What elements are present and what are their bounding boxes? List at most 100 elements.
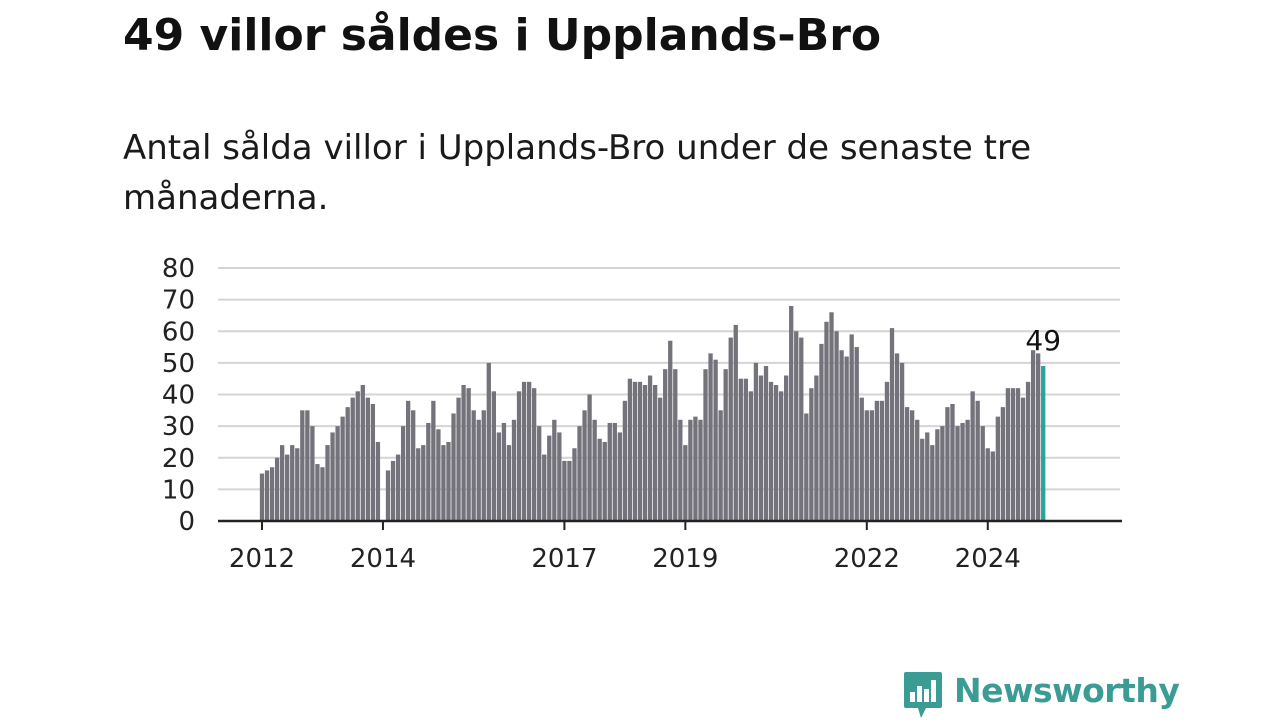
y-tick-label-70: 70: [162, 286, 195, 316]
bar: [441, 445, 446, 521]
bar: [290, 445, 295, 521]
bar: [456, 397, 461, 521]
bar: [683, 445, 688, 521]
x-tick-label-2022: 2022: [834, 544, 900, 574]
bar: [1005, 388, 1011, 521]
bar: [763, 366, 769, 521]
bar: [537, 426, 542, 522]
bar: [320, 467, 325, 521]
bar: [935, 429, 940, 521]
bar: [995, 416, 1000, 521]
bar: [925, 432, 930, 521]
bar: [819, 343, 824, 521]
bar: [723, 369, 728, 521]
bar: [1020, 397, 1026, 521]
bar: [274, 457, 280, 521]
brand-name: Newsworthy: [954, 671, 1180, 710]
bar: [572, 448, 577, 521]
bar: [1036, 353, 1041, 521]
bar: [269, 467, 275, 521]
bar: [451, 413, 456, 521]
bar: [854, 347, 859, 521]
bar: [652, 385, 658, 521]
x-axis-ticks: 2012 2014 2017 2019 2022 2024: [229, 521, 1021, 574]
bar: [839, 350, 844, 521]
bar: [501, 422, 507, 521]
y-tick-label-30: 30: [162, 412, 195, 442]
bar: [406, 400, 411, 521]
bar: [804, 413, 809, 521]
bar: [496, 432, 502, 521]
bar: [552, 419, 557, 521]
bar: [778, 391, 784, 521]
bar: [668, 340, 673, 521]
bar: [844, 356, 849, 521]
bar: [829, 312, 834, 521]
bar: [592, 419, 597, 521]
bar: [950, 403, 955, 521]
bar: [526, 381, 532, 521]
y-tick-label-10: 10: [162, 475, 195, 505]
bar: [421, 445, 426, 521]
bar: [567, 460, 572, 521]
bar: [824, 321, 829, 521]
bar: [920, 438, 925, 521]
bar: [930, 445, 935, 521]
bar: [637, 381, 643, 521]
bar: [713, 359, 718, 521]
bar: [784, 375, 789, 521]
bar: [1000, 407, 1006, 521]
bar: [960, 422, 965, 521]
bar: [904, 407, 910, 521]
bar: [481, 410, 486, 521]
y-tick-label-60: 60: [162, 317, 195, 347]
bar: [1015, 388, 1021, 521]
bar: [305, 410, 310, 521]
bar: [945, 407, 950, 521]
bar: [955, 426, 960, 522]
bar: [688, 419, 693, 521]
bar: [884, 381, 890, 521]
bar: [532, 388, 537, 521]
bar: [375, 441, 381, 521]
bar: [814, 375, 819, 521]
bar: [426, 422, 431, 521]
bar: [879, 400, 885, 521]
bar: [738, 378, 743, 521]
bar: [400, 426, 406, 522]
bar: [395, 454, 401, 521]
bar: [471, 410, 476, 521]
bar: [612, 422, 617, 521]
bar: [330, 432, 335, 521]
bar: [678, 419, 683, 521]
bar: [315, 464, 320, 521]
bar: [975, 400, 980, 521]
bar: [350, 397, 355, 521]
x-tick-label-2014: 2014: [350, 544, 416, 574]
bar: [416, 448, 421, 521]
bars: [259, 305, 1046, 522]
bar: [370, 403, 376, 521]
bar: [602, 441, 607, 521]
bar: [658, 397, 663, 521]
bar: [733, 324, 738, 521]
bar: [753, 362, 759, 522]
bar: [577, 426, 582, 522]
bar: [355, 391, 360, 521]
bar: [980, 426, 985, 522]
bar: [511, 419, 517, 521]
bar: [703, 369, 708, 521]
bar: [1010, 388, 1016, 521]
bar: [859, 397, 864, 521]
bar: [965, 419, 970, 521]
bar: [718, 410, 723, 521]
bar: [768, 381, 774, 521]
y-tick-label-20: 20: [162, 444, 195, 474]
bar: [547, 435, 552, 521]
bar: [542, 454, 547, 521]
bar: [698, 419, 703, 521]
bar: [461, 385, 466, 521]
bar: [1025, 381, 1031, 521]
bar: [587, 394, 592, 521]
bar: [874, 400, 880, 521]
